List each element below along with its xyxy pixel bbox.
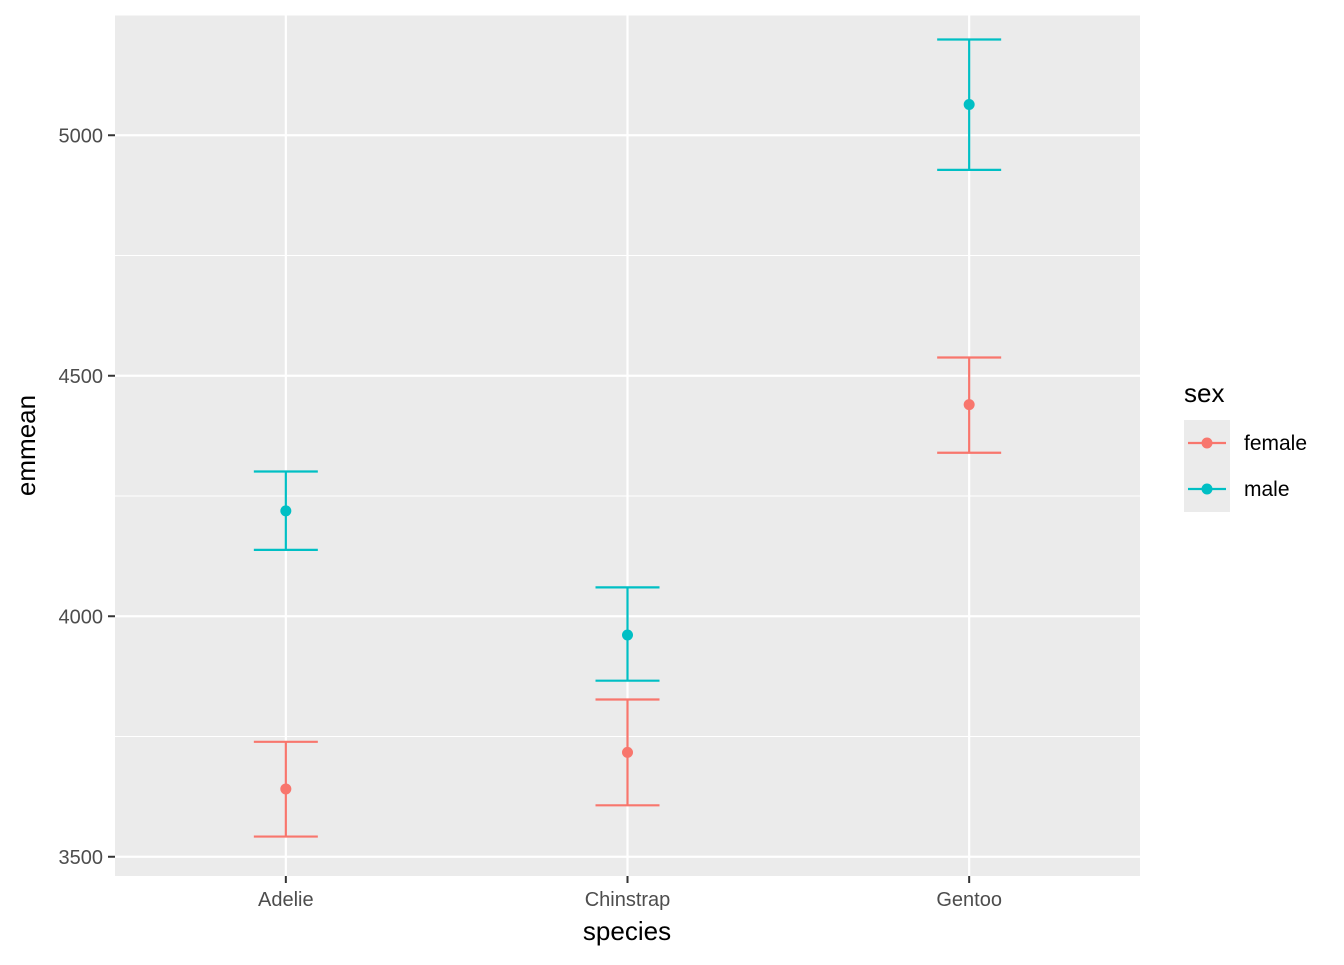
legend-key-male xyxy=(1188,483,1226,495)
x-axis-title: species xyxy=(583,916,671,946)
legend-label-female: female xyxy=(1244,432,1307,455)
x-tick-label: Chinstrap xyxy=(585,889,671,911)
legend: sex female male xyxy=(1184,378,1307,512)
series-female xyxy=(253,356,1002,838)
data-marks xyxy=(253,38,1002,838)
y-tick-label: 5000 xyxy=(59,125,104,147)
legend-key-point xyxy=(1201,437,1213,449)
legend-key-point xyxy=(1201,483,1213,495)
data-point xyxy=(280,505,292,517)
legend-title: sex xyxy=(1184,378,1224,408)
data-point xyxy=(963,399,975,411)
y-axis-title: emmean xyxy=(11,395,41,496)
series-male xyxy=(253,38,1002,682)
x-tick-label: Gentoo xyxy=(936,889,1002,911)
y-tick-label: 4000 xyxy=(59,606,104,628)
legend-key-female xyxy=(1188,437,1226,449)
axes: 3500 4000 4500 5000 Adelie Chinstrap Gentoo xyxy=(59,125,1002,911)
x-tick-label: Adelie xyxy=(258,889,314,911)
data-point xyxy=(622,746,633,758)
y-tick-label: 3500 xyxy=(59,847,104,869)
y-tick-label: 4500 xyxy=(59,366,104,388)
legend-key-background xyxy=(1184,420,1230,512)
data-point xyxy=(963,98,975,110)
data-point xyxy=(622,629,633,641)
data-point xyxy=(280,783,292,795)
legend-label-male: male xyxy=(1244,478,1290,501)
